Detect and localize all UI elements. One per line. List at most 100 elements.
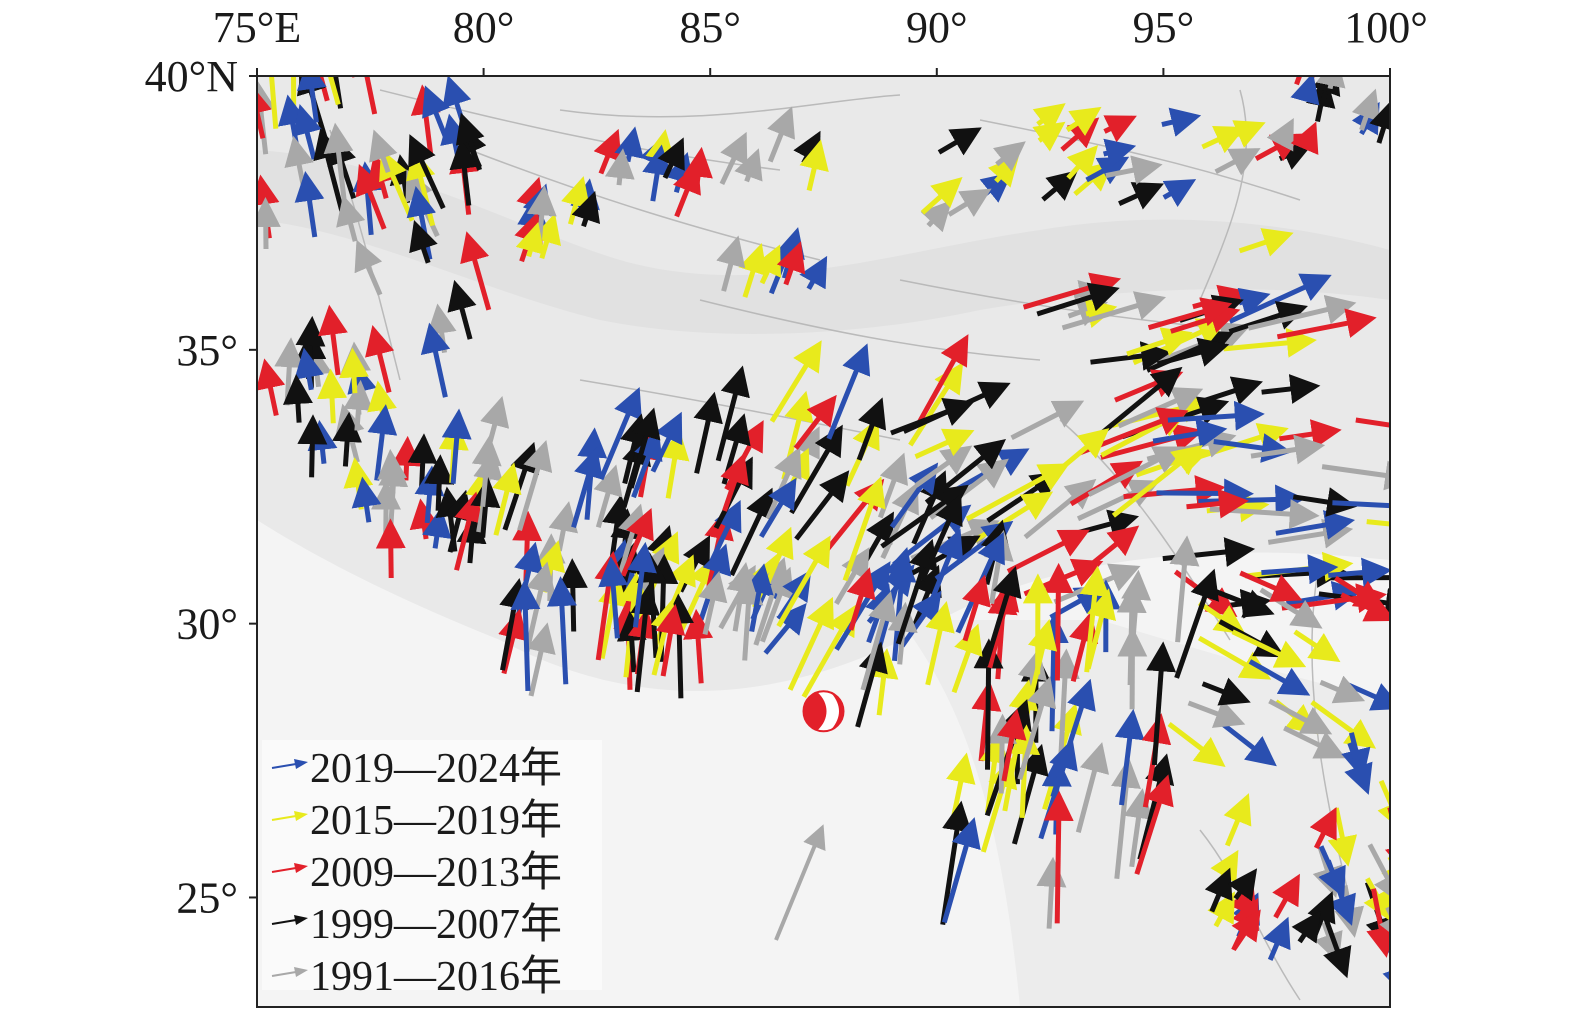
velocity-vector bbox=[354, 239, 383, 296]
velocity-vector bbox=[1381, 856, 1390, 894]
velocity-vector bbox=[1105, 155, 1163, 185]
velocity-vector bbox=[1231, 629, 1307, 668]
velocity-vector bbox=[1377, 779, 1390, 833]
velocity-vector bbox=[1114, 708, 1145, 806]
velocity-vector bbox=[1291, 910, 1321, 944]
velocity-vector bbox=[1367, 843, 1390, 905]
velocity-vector bbox=[571, 446, 603, 528]
velocity-vector bbox=[1010, 724, 1041, 819]
velocity-vector bbox=[1161, 107, 1202, 137]
lon-tick-label: 90° bbox=[906, 3, 968, 52]
lon-tick-label: 100° bbox=[1344, 3, 1428, 52]
velocity-vector bbox=[1187, 699, 1246, 728]
velocity-vector bbox=[1218, 719, 1277, 767]
velocity-vector bbox=[343, 379, 374, 431]
velocity-vector bbox=[470, 476, 501, 538]
legend-label: 1991—2016年 bbox=[310, 953, 562, 1000]
velocity-vector bbox=[1223, 793, 1252, 847]
velocity-vector bbox=[515, 221, 545, 258]
velocity-vector bbox=[720, 452, 749, 512]
velocity-vector bbox=[407, 433, 438, 488]
velocity-vector bbox=[351, 476, 382, 523]
velocity-vector bbox=[793, 394, 837, 450]
legend-arrow-icon bbox=[271, 967, 308, 977]
velocity-vector bbox=[787, 596, 834, 691]
velocity-vector bbox=[1011, 743, 1049, 845]
velocity-vector bbox=[794, 470, 850, 541]
velocity-vector bbox=[650, 411, 683, 473]
velocity-vector bbox=[598, 556, 629, 639]
velocity-vector bbox=[1340, 592, 1390, 622]
legend: 2019—2024年 2015—2019年 2009—2013年 1999—2007年… bbox=[262, 740, 602, 1000]
velocity-vector bbox=[729, 487, 774, 577]
velocity-vector bbox=[408, 134, 446, 210]
velocity-vector bbox=[1201, 677, 1251, 706]
map-frame bbox=[256, 75, 1391, 1008]
velocity-vector bbox=[294, 171, 325, 238]
velocity-vector bbox=[1266, 117, 1294, 152]
velocity-vector bbox=[1227, 868, 1258, 902]
velocity-vector bbox=[455, 112, 485, 171]
velocity-vector bbox=[492, 462, 522, 536]
velocity-vector bbox=[1023, 478, 1097, 540]
velocity-vector bbox=[1293, 629, 1341, 663]
velocity-vector bbox=[1123, 788, 1154, 868]
velocity-vector bbox=[604, 148, 635, 186]
velocity-vector bbox=[1355, 417, 1390, 428]
velocity-vector bbox=[1309, 807, 1337, 850]
velocity-vector bbox=[801, 604, 857, 699]
velocity-vector bbox=[1228, 273, 1332, 324]
velocity-vector bbox=[1223, 327, 1317, 358]
velocity-vector bbox=[1327, 807, 1358, 867]
velocity-vector bbox=[1261, 554, 1339, 585]
velocity-vector bbox=[920, 493, 963, 582]
velocity-vector bbox=[351, 76, 382, 115]
velocity-vector bbox=[698, 570, 728, 635]
lon-tick-label: 95° bbox=[1133, 3, 1195, 52]
velocity-vector bbox=[941, 817, 981, 924]
velocity-vector bbox=[856, 397, 887, 461]
velocity-vector bbox=[409, 220, 438, 264]
velocity-vector bbox=[937, 127, 982, 156]
velocity-vector bbox=[715, 365, 750, 462]
velocity-vector bbox=[1010, 400, 1085, 441]
velocity-vector bbox=[1102, 138, 1137, 168]
velocity-vector bbox=[1272, 873, 1300, 919]
velocity-vector bbox=[317, 368, 348, 424]
velocity-vector bbox=[1050, 678, 1096, 798]
velocity-vector bbox=[826, 343, 871, 440]
velocity-vector bbox=[1318, 845, 1346, 899]
velocity-vector bbox=[327, 76, 341, 106]
velocity-vector bbox=[834, 561, 891, 651]
velocity-vector bbox=[598, 386, 642, 481]
velocity-vector bbox=[1162, 179, 1197, 208]
velocity-vector bbox=[776, 535, 831, 628]
velocity-vector bbox=[908, 362, 964, 447]
lat-tick-label: 35° bbox=[176, 326, 238, 375]
velocity-vector bbox=[1090, 341, 1172, 371]
velocity-vector bbox=[454, 491, 484, 571]
legend-background bbox=[262, 740, 602, 990]
velocity-vector bbox=[355, 164, 387, 230]
velocity-vector bbox=[997, 708, 1027, 782]
velocity-vector bbox=[1169, 535, 1200, 643]
velocity-vector bbox=[627, 541, 657, 628]
velocity-vector bbox=[926, 528, 964, 608]
velocity-vector bbox=[1069, 611, 1099, 683]
velocity-vector bbox=[1310, 700, 1377, 749]
velocity-vector bbox=[767, 106, 796, 163]
velocity-vector bbox=[1147, 297, 1233, 331]
lat-tick-label: 25° bbox=[176, 873, 238, 922]
velocity-vector bbox=[890, 397, 975, 436]
velocity-vector bbox=[992, 141, 1026, 172]
velocity-vector bbox=[1262, 916, 1291, 961]
legend-arrow-icon bbox=[271, 863, 308, 873]
velocity-vector bbox=[895, 538, 938, 645]
velocity-vector bbox=[774, 824, 826, 941]
velocity-vector bbox=[1036, 856, 1067, 929]
velocity-vector bbox=[1017, 676, 1057, 781]
velocity-vector bbox=[1321, 460, 1390, 491]
velocity-vector bbox=[517, 440, 553, 532]
velocity-vector bbox=[1061, 291, 1166, 331]
velocity-vector bbox=[449, 138, 480, 206]
